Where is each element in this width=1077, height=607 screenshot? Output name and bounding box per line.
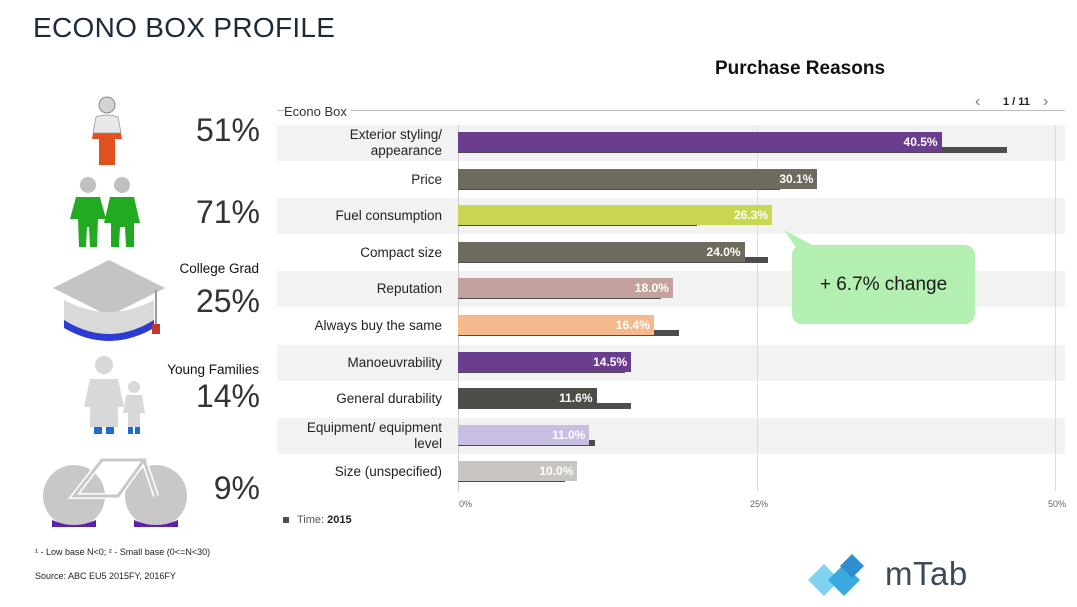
next-page-icon[interactable]: ›: [1043, 93, 1049, 110]
bar-econo-box: [458, 388, 597, 409]
profile-stat-gender: 51%: [195, 112, 260, 148]
profile-stat-family: 14%: [195, 378, 260, 414]
bar-value-label: 10.0%: [539, 464, 574, 479]
mtab-logo-icon: [808, 554, 864, 596]
woman-icon: [92, 96, 122, 165]
category-label: Manoeuvrability: [347, 354, 442, 370]
bar-value-label: 11.0%: [551, 427, 586, 442]
bar-econo-box: [458, 351, 632, 372]
category-label: Fuel consumption: [335, 208, 442, 224]
series-label: Econo Box: [284, 104, 351, 119]
bar-econo-box: [458, 205, 773, 226]
bar-econo-box: [458, 168, 818, 189]
category-label: Exterior styling/ appearance: [349, 127, 442, 158]
category-label: Always buy the same: [314, 318, 442, 333]
profile-stat-couple: 71%: [195, 194, 260, 230]
callout-pointer: [784, 230, 814, 256]
bar-value-label: 14.5%: [593, 354, 628, 369]
bar-value-label: 40.5%: [903, 135, 938, 149]
page-title: ECONO BOX PROFILE: [33, 12, 336, 43]
category-label: Reputation: [376, 281, 442, 297]
category-label: Equipment/ equipment level: [306, 419, 442, 451]
pager: ‹ 1 / 11 ›: [975, 94, 1060, 112]
bar-econo-box: [458, 132, 942, 152]
bar-value-label: 11.6%: [559, 391, 593, 406]
row-stripe: [277, 344, 1065, 381]
bar-value-label: 16.4%: [615, 318, 650, 332]
bar-econo-box: [458, 241, 745, 262]
bar-econo-box: [458, 278, 673, 299]
bar-econo-box: [458, 424, 590, 445]
profile-stat-bike: 9%: [213, 470, 260, 506]
category-label: General durability: [336, 391, 442, 407]
category-label: Price: [411, 171, 442, 187]
legend-label: Time:: [297, 514, 325, 526]
footnote-source: Source: ABC EU5 2015FY, 2016FY: [35, 571, 176, 581]
chart-frame-line: [277, 110, 1065, 111]
brand-name: mTab: [885, 555, 968, 592]
bar-value-label: 30.1%: [779, 171, 814, 186]
legend-swatch: [283, 517, 289, 524]
legend: Time: 2015: [283, 514, 352, 526]
x-tick-label: 0%: [459, 499, 473, 509]
bar-value-label: 24.0%: [706, 244, 741, 259]
category-label: Size (unspecified): [334, 464, 442, 480]
gridline: [1055, 125, 1056, 491]
couple-icon: [70, 177, 140, 247]
profile-label-education: College Grad: [179, 261, 259, 276]
category-label: Compact size: [360, 244, 442, 260]
graduation-cap-icon: [53, 260, 165, 341]
profile-stat-education: 25%: [195, 283, 260, 319]
bar-econo-box: [458, 461, 578, 482]
legend-value: 2015: [327, 514, 352, 526]
bar-econo-box: [458, 315, 654, 335]
family-icon: [84, 356, 145, 434]
gridline: [757, 125, 758, 491]
change-callout: + 6.7% change: [792, 245, 975, 324]
bar-value-label: 18.0%: [634, 281, 669, 296]
chart-title: Purchase Reasons: [714, 58, 886, 79]
x-tick-label: 25%: [750, 499, 769, 509]
footnote-base: ¹ - Low base N<0; ² - Small base (0<=N<3…: [35, 547, 211, 557]
profile-label-family: Young Families: [167, 362, 259, 377]
row-stripe: [277, 417, 1065, 454]
prev-page-icon[interactable]: ‹: [975, 93, 981, 110]
page-indicator: 1 / 11: [1003, 96, 1030, 108]
bicycle-icon: [43, 450, 187, 527]
y-axis-line: [458, 125, 459, 491]
x-tick-label: 50%: [1048, 499, 1067, 509]
bar-value-label: 26.3%: [733, 208, 769, 223]
